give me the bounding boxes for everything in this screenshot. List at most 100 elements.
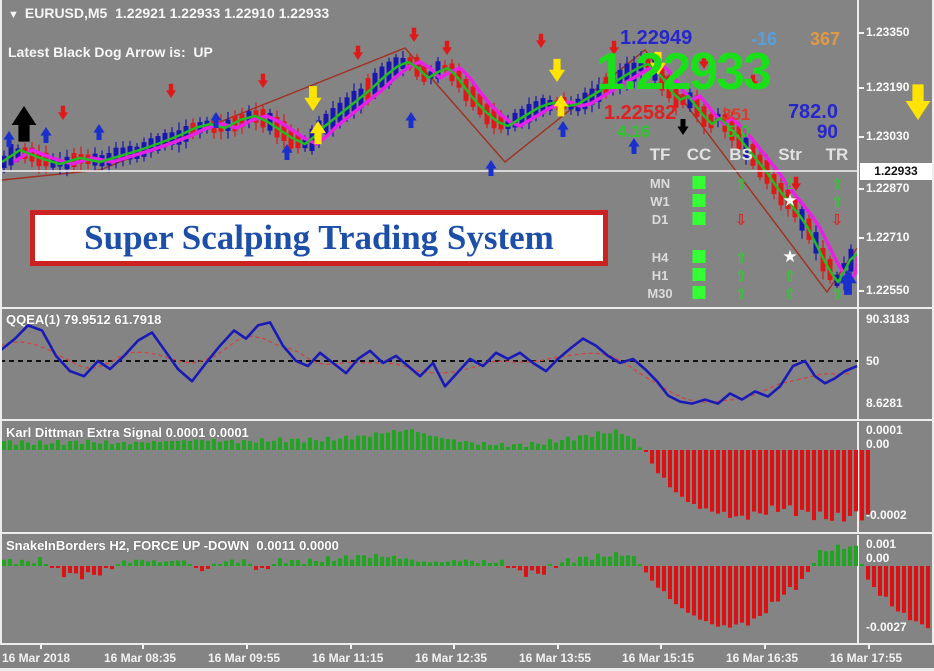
signal-up-arrow-icon: ⇧	[830, 193, 844, 211]
qqea-scale-label: 90.3183	[866, 312, 910, 326]
up-arrow-marker	[11, 106, 37, 142]
scale-tick	[858, 32, 864, 34]
snake-scale-label: 0.00	[866, 551, 890, 565]
down-arrow-marker	[166, 83, 176, 98]
window-bottom-border	[0, 668, 934, 671]
down-arrow-marker	[258, 73, 268, 88]
snake-in-borders-indicator-chart[interactable]	[0, 535, 934, 645]
system-banner-text: Super Scalping Trading System	[84, 218, 554, 257]
snake-in-borders-label: SnakeInBorders H2, FORCE UP -DOWN 0.0011…	[6, 538, 339, 553]
time-axis-label: 16 Mar 13:55	[519, 651, 592, 665]
green-square-signal	[692, 250, 706, 263]
black-dog-status-label: Latest Black Dog Arrow is: UP	[8, 44, 213, 60]
signal-cc-cell	[692, 286, 706, 304]
panel-separator	[0, 419, 934, 421]
price-scale-label: 1.22550	[866, 283, 910, 297]
qqea-indicator-chart[interactable]	[0, 309, 934, 421]
red-points-label: 351	[722, 105, 751, 124]
karl-scale-label: -0.0002	[866, 508, 907, 522]
time-axis-label: 16 Mar 08:35	[104, 651, 177, 665]
scale-tick	[858, 237, 864, 239]
chart-dropdown-icon[interactable]: ▼	[8, 9, 19, 21]
price-scale-label: 1.23030	[866, 129, 910, 143]
blue-small-stat-label: 90	[816, 122, 838, 143]
signal-up-arrow-icon: ⇧	[783, 175, 797, 193]
ma-slow-line	[13, 60, 859, 284]
qqea-main-line	[0, 321, 858, 405]
signal-up-arrow-icon: ⇧	[734, 267, 748, 285]
signal-star-icon: ★	[782, 247, 798, 267]
down-arrow-marker	[649, 51, 667, 75]
pips-delta-label: -16	[751, 29, 778, 49]
signal-cc-cell	[692, 212, 706, 230]
karl-dittman-indicator-chart[interactable]	[0, 422, 934, 534]
signal-row-tf-label: H4	[651, 250, 669, 265]
time-tick	[453, 645, 455, 649]
signal-down-arrow-icon: ⇩	[830, 211, 844, 229]
signal-up-arrow-icon: ⇧	[783, 285, 797, 303]
time-axis[interactable]: 16 Mar 2018 16 Mar 08:35 16 Mar 09:55 16 Ma…	[0, 645, 934, 671]
panel-separator	[0, 532, 934, 534]
time-axis-label: 16 Mar 12:35	[415, 651, 488, 665]
signal-row-tf-label: D1	[651, 212, 669, 227]
current-price-tag: 1.22933	[860, 163, 932, 180]
time-axis-label: 16 Mar 16:35	[726, 651, 799, 665]
panel-separator	[0, 307, 934, 309]
histogram-bars	[2, 429, 870, 522]
time-axis-label: 16 Mar 09:55	[208, 651, 281, 665]
down-arrow-marker	[304, 86, 322, 111]
down-arrow-marker	[353, 45, 363, 60]
scale-tick	[858, 290, 864, 292]
snake-scale-label: 0.001	[866, 537, 897, 551]
signal-row-tf-label: MN	[649, 176, 671, 191]
signal-table-header-tf: TF	[649, 145, 671, 164]
up-arrow-marker	[553, 95, 569, 117]
time-tick	[350, 645, 352, 649]
main-price-chart[interactable]	[0, 0, 934, 308]
snake-scale-label: -0.0027	[866, 620, 907, 634]
signal-row-tf-label: M30	[647, 286, 673, 301]
qqea-scale-label: 8.6281	[866, 396, 903, 410]
signal-arrows	[3, 27, 931, 295]
time-tick	[557, 645, 559, 649]
down-arrow-marker	[905, 84, 931, 120]
prev-price-label: 1.22949	[620, 27, 693, 49]
up-arrow-marker	[485, 160, 497, 176]
blue-stat-label: 782.0	[787, 101, 838, 123]
signal-star-icon: ★	[782, 191, 798, 211]
big-current-price: 1.22933	[596, 43, 772, 101]
signal-cc-cell	[692, 176, 706, 194]
qqea-scale-label: 50	[866, 354, 880, 368]
up-arrow-marker	[557, 121, 569, 137]
down-arrow-marker	[58, 105, 68, 120]
signal-up-arrow-icon: ⇧	[734, 285, 748, 303]
up-arrow-marker	[40, 127, 52, 143]
histogram-bars	[2, 544, 930, 629]
time-tick	[868, 645, 870, 649]
window-left-border	[0, 0, 2, 645]
qqea-label: QQEA(1) 79.9512 61.7918	[6, 312, 162, 327]
green-stat-label: 5.0	[726, 122, 750, 141]
karl-dittman-label: Karl Dittman Extra Signal 0.0001 0.0001	[6, 425, 249, 440]
down-arrow-marker	[791, 176, 801, 191]
range-points-label: 367	[810, 29, 841, 49]
time-tick	[246, 645, 248, 649]
down-arrow-marker	[748, 74, 758, 89]
up-arrow-marker	[3, 131, 15, 147]
down-arrow-marker	[677, 119, 689, 135]
up-arrow-marker	[281, 144, 293, 160]
karl-scale-label: 0.00	[866, 437, 890, 451]
chart-title: EURUSD,M5 1.22921 1.22933 1.22910 1.2293…	[24, 5, 330, 21]
down-arrow-marker	[409, 27, 419, 42]
time-axis-label: 16 Mar 17:55	[830, 651, 903, 665]
down-arrow-marker	[536, 33, 546, 48]
up-arrow-marker	[309, 121, 327, 145]
signal-up-arrow-icon: ⇧	[830, 285, 844, 303]
up-arrow-marker	[93, 124, 105, 140]
scale-tick	[858, 188, 864, 190]
system-banner: Super Scalping Trading System	[30, 210, 608, 266]
price-scale-label: 1.23190	[866, 80, 910, 94]
chart-title-bar: ▼ EURUSD,M5 1.22921 1.22933 1.22910 1.229…	[8, 5, 329, 21]
signal-table-header-tr: TR	[825, 145, 849, 164]
